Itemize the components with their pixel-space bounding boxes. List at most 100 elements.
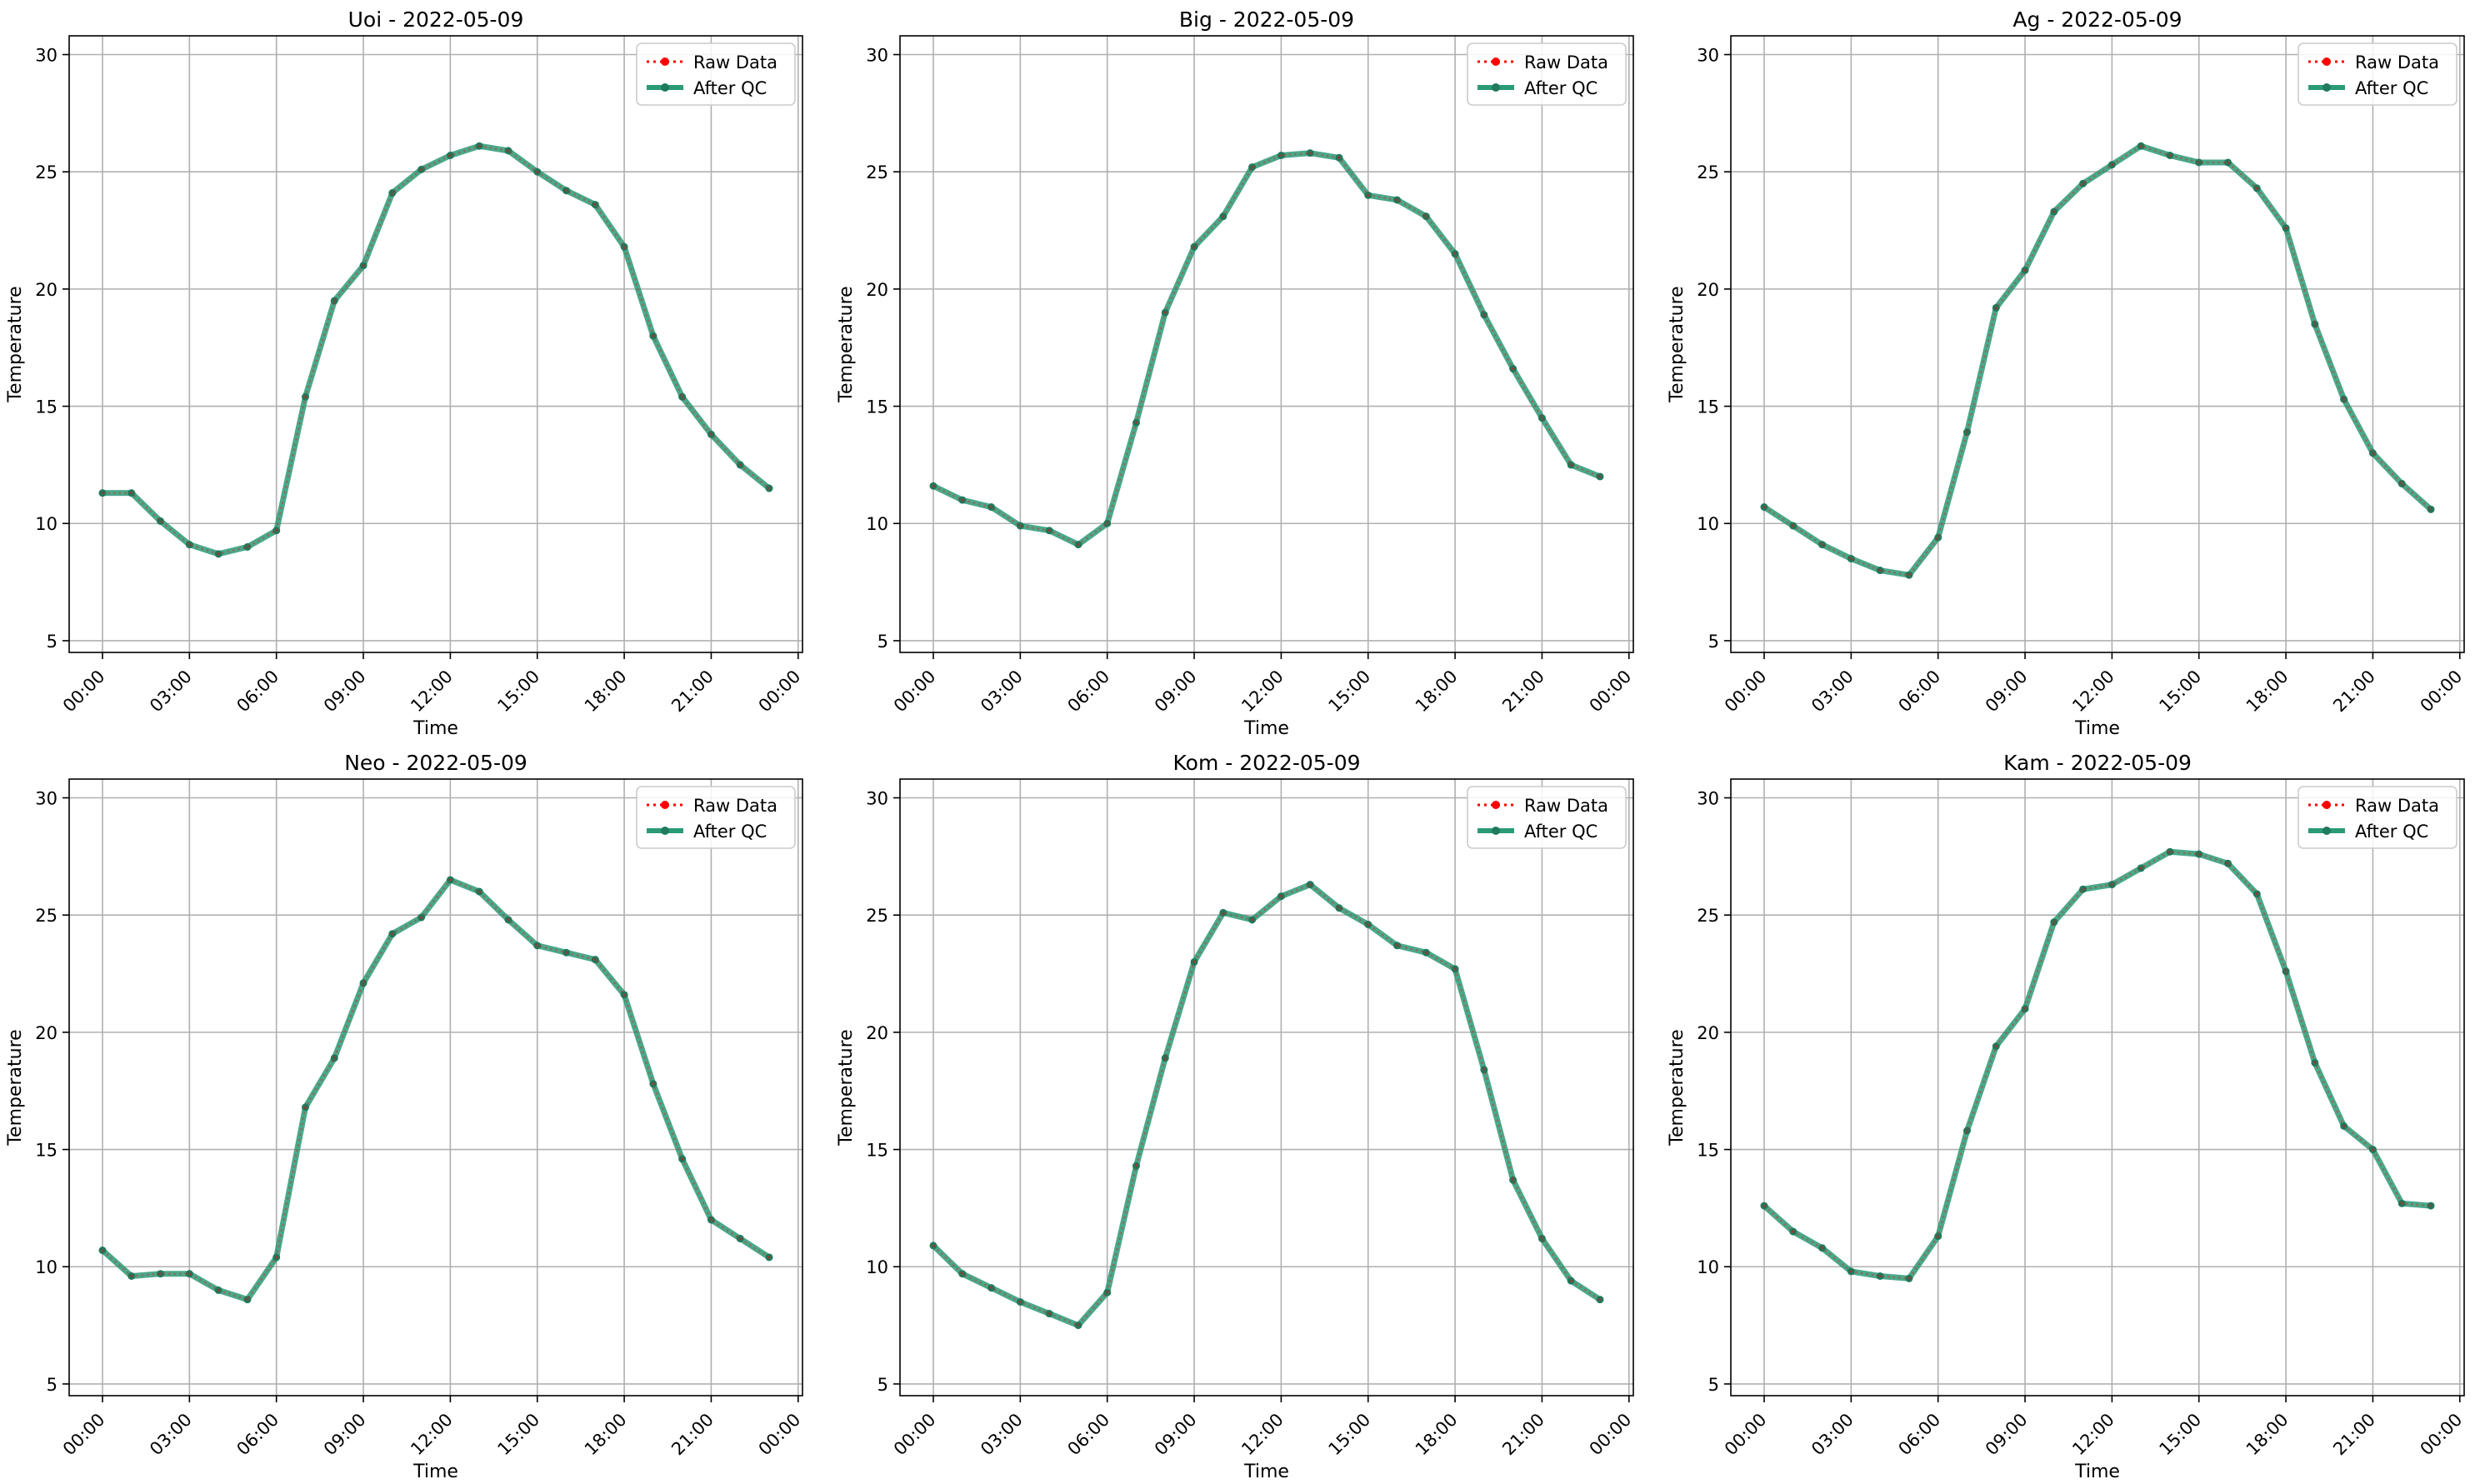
x-tick-label: 00:00 bbox=[1721, 667, 1771, 717]
y-tick-label: 5 bbox=[47, 632, 58, 652]
data-point-after-qc bbox=[562, 948, 571, 957]
data-point-after-qc bbox=[958, 496, 967, 504]
y-tick-label: 20 bbox=[1697, 1023, 1719, 1043]
data-point-after-qc bbox=[2195, 850, 2203, 858]
data-point-after-qc bbox=[214, 1286, 222, 1294]
subplot-3: Ag - 2022-05-09 5 10 15 20 25 30 00:00 03:00 06:0… bbox=[1667, 7, 2466, 739]
legend-label-raw: Raw Data bbox=[2355, 52, 2439, 72]
data-point-raw bbox=[738, 1237, 742, 1241]
data-point-after-qc bbox=[1760, 503, 1768, 512]
data-point-after-qc bbox=[649, 332, 658, 340]
data-point-after-qc bbox=[707, 430, 715, 438]
legend: Raw Data After QC bbox=[1467, 42, 1627, 106]
x-tick-label: 18:00 bbox=[1412, 1410, 1462, 1460]
data-point-after-qc bbox=[736, 461, 744, 469]
data-point-after-qc bbox=[1760, 1202, 1768, 1210]
data-point-raw bbox=[1279, 153, 1283, 157]
data-point-raw bbox=[274, 1255, 278, 1259]
data-point-raw bbox=[2139, 144, 2143, 148]
data-point-raw bbox=[1105, 1291, 1109, 1295]
data-point-raw bbox=[1994, 1044, 1998, 1048]
y-tick-label: 20 bbox=[866, 280, 888, 300]
data-point-after-qc bbox=[1934, 1232, 1942, 1241]
data-point-after-qc bbox=[1905, 571, 1913, 579]
y-tick-label: 5 bbox=[47, 1375, 58, 1395]
x-axis-label: Time bbox=[1243, 718, 1289, 739]
data-point-after-qc bbox=[1451, 250, 1459, 258]
data-point-after-qc bbox=[359, 262, 368, 270]
x-tick-label: 18:00 bbox=[2242, 1410, 2292, 1460]
x-tick-label: 15:00 bbox=[1325, 667, 1375, 717]
data-point-raw bbox=[1820, 542, 1824, 547]
x-tick-label: 21:00 bbox=[1498, 1410, 1548, 1460]
data-point-after-qc bbox=[2108, 161, 2116, 169]
data-point-after-qc bbox=[2166, 847, 2174, 856]
data-point-raw bbox=[2052, 920, 2056, 924]
data-point-after-qc bbox=[1422, 948, 1430, 957]
data-point-after-qc bbox=[272, 527, 281, 535]
data-point-raw bbox=[1250, 165, 1254, 169]
data-point-after-qc bbox=[2282, 224, 2290, 232]
data-point-after-qc bbox=[388, 930, 397, 938]
data-point-after-qc bbox=[1876, 1272, 1884, 1281]
data-point-after-qc bbox=[1992, 1042, 2000, 1051]
data-point-raw bbox=[1018, 524, 1022, 528]
data-point-raw bbox=[1279, 894, 1283, 898]
x-tick-label: 09:00 bbox=[1982, 1410, 2032, 1460]
data-point-raw bbox=[680, 395, 684, 399]
y-axis-label: Temperature bbox=[836, 1029, 857, 1146]
x-tick-label: 00:00 bbox=[59, 667, 109, 717]
data-point-after-qc bbox=[185, 1270, 193, 1278]
data-point-raw bbox=[2400, 1202, 2404, 1206]
data-point-raw bbox=[506, 148, 510, 152]
data-point-after-qc bbox=[1161, 1054, 1169, 1062]
data-point-after-qc bbox=[330, 297, 338, 305]
data-point-after-qc bbox=[2311, 320, 2319, 328]
data-point-raw bbox=[478, 144, 482, 148]
data-point-raw bbox=[1849, 557, 1853, 561]
data-point-after-qc bbox=[185, 541, 193, 549]
data-point-raw bbox=[1250, 917, 1254, 922]
data-point-after-qc bbox=[1538, 1234, 1546, 1242]
legend-marker-raw bbox=[2322, 801, 2331, 809]
x-tick-label: 09:00 bbox=[1982, 667, 2032, 717]
x-tick-label: 21:00 bbox=[2329, 1410, 2379, 1460]
legend-marker-qc bbox=[661, 827, 669, 835]
x-tick-label: 00:00 bbox=[890, 1410, 940, 1460]
data-point-raw bbox=[274, 528, 278, 532]
series-line-raw-data bbox=[102, 144, 770, 556]
data-point-after-qc bbox=[475, 887, 483, 896]
y-tick-label: 10 bbox=[1697, 514, 1719, 534]
data-point-raw bbox=[506, 917, 510, 922]
data-point-raw bbox=[1221, 911, 1225, 915]
data-point-after-qc bbox=[1016, 522, 1024, 530]
data-point-after-qc bbox=[2398, 1199, 2406, 1207]
legend-marker-qc bbox=[1492, 827, 1500, 835]
data-point-after-qc bbox=[562, 187, 571, 195]
data-point-raw bbox=[1337, 906, 1341, 910]
data-point-raw bbox=[448, 153, 452, 157]
legend: Raw Data After QC bbox=[636, 786, 796, 849]
data-point-after-qc bbox=[988, 1284, 996, 1292]
x-tick-label: 18:00 bbox=[581, 1410, 631, 1460]
data-point-after-qc bbox=[1219, 212, 1228, 221]
data-point-raw bbox=[1762, 505, 1766, 509]
data-point-after-qc bbox=[2224, 859, 2232, 867]
data-point-after-qc bbox=[1074, 541, 1082, 549]
y-tick-label: 15 bbox=[35, 397, 58, 417]
x-axis-label: Time bbox=[2074, 1462, 2120, 1482]
data-point-raw bbox=[1076, 1323, 1080, 1327]
subplot-4: Neo - 2022-05-09 5 10 15 20 25 30 00:00 03:00 06:… bbox=[5, 751, 804, 1482]
x-tick-label: 15:00 bbox=[2156, 667, 2206, 717]
data-point-after-qc bbox=[2252, 890, 2261, 898]
x-tick-label: 00:00 bbox=[1586, 1410, 1636, 1460]
y-tick-label: 25 bbox=[866, 162, 888, 182]
x-tick-label: 21:00 bbox=[668, 1410, 718, 1460]
data-point-raw bbox=[1936, 1234, 1940, 1238]
data-point-raw bbox=[2197, 160, 2201, 164]
x-tick-label: 03:00 bbox=[146, 1410, 196, 1460]
legend-label-qc: After QC bbox=[693, 78, 767, 98]
data-point-raw bbox=[332, 1056, 337, 1060]
data-point-raw bbox=[2081, 182, 2085, 186]
data-point-after-qc bbox=[1335, 153, 1343, 162]
